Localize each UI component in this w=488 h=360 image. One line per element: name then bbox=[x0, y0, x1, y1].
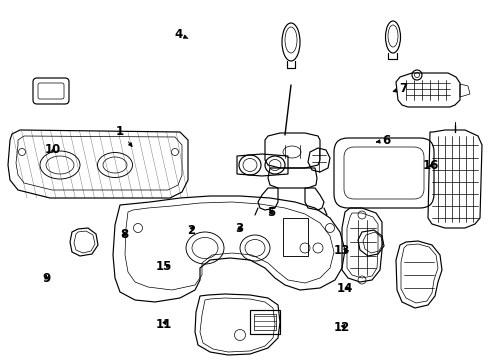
Text: 12: 12 bbox=[333, 321, 350, 334]
Text: 4: 4 bbox=[174, 28, 187, 41]
Text: 1: 1 bbox=[116, 125, 132, 147]
Text: 7: 7 bbox=[392, 82, 407, 95]
Bar bbox=[253, 314, 275, 330]
Text: 3: 3 bbox=[235, 222, 243, 235]
Text: 10: 10 bbox=[44, 143, 61, 156]
Text: 11: 11 bbox=[155, 318, 172, 330]
Bar bbox=[249, 310, 280, 334]
Text: 8: 8 bbox=[121, 228, 128, 240]
Text: 16: 16 bbox=[422, 159, 439, 172]
Text: 5: 5 bbox=[267, 206, 275, 219]
Text: 9: 9 bbox=[42, 273, 50, 285]
Text: 2: 2 bbox=[186, 224, 194, 237]
Text: 6: 6 bbox=[376, 134, 389, 147]
Text: 14: 14 bbox=[336, 282, 352, 294]
Text: 15: 15 bbox=[155, 260, 172, 273]
Text: 13: 13 bbox=[333, 244, 350, 257]
Bar bbox=[283, 218, 307, 256]
